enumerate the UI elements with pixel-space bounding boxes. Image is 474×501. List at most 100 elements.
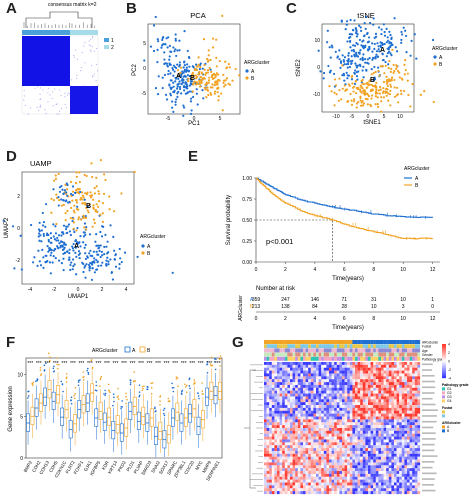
heatmap-cell <box>409 382 413 386</box>
annotation-cell <box>378 356 382 361</box>
heatmap-cell <box>264 459 267 463</box>
heatmap-cell <box>303 471 306 475</box>
heatmap-cell <box>318 468 322 472</box>
heatmap-cell <box>352 479 356 483</box>
heatmap-cell <box>336 430 340 434</box>
heatmap-cell <box>378 491 382 495</box>
heatmap-cell <box>373 402 376 406</box>
scatter-point <box>163 51 166 54</box>
pca-legend-b: B <box>251 76 255 82</box>
scatter-point <box>195 92 198 95</box>
scatter-point <box>375 88 378 91</box>
scatter-point <box>178 61 181 64</box>
heatmap-cell <box>360 430 363 434</box>
scatter-point <box>383 34 387 37</box>
heatmap-cell <box>360 476 363 480</box>
scatter-point <box>377 89 380 92</box>
heatmap-cell <box>401 410 405 414</box>
heatmap-cell <box>347 370 350 374</box>
heatmap-cell <box>336 456 340 460</box>
heatmap-cell <box>277 387 280 391</box>
heatmap-cell <box>388 399 392 403</box>
heatmap-cell <box>399 462 402 466</box>
heatmap-cell <box>279 382 283 386</box>
heatmap-cell <box>300 393 304 397</box>
heatmap-cell <box>323 482 327 486</box>
scatter-point <box>376 42 379 45</box>
heatmap-cell <box>349 362 353 365</box>
heatmap-cell <box>412 382 415 386</box>
heatmap-cell <box>375 373 379 377</box>
scatter-point <box>362 83 366 86</box>
heatmap-cell <box>318 419 322 423</box>
heatmap-cell <box>331 439 335 443</box>
heatmap-cell <box>308 428 311 431</box>
scatter-point <box>70 206 73 209</box>
consensus-cell <box>47 101 49 103</box>
annotation-cell <box>394 356 397 361</box>
heatmap-cell <box>290 379 293 383</box>
heatmap-cell <box>284 439 288 443</box>
heatmap-cell <box>368 425 371 429</box>
scatter-point <box>393 17 396 20</box>
heatmap-cell <box>381 473 384 477</box>
scatter-point <box>370 73 373 76</box>
heatmap-cell <box>407 488 410 492</box>
heatmap-cell <box>321 473 324 477</box>
heatmap-cell <box>370 396 374 400</box>
heatmap-cell <box>396 362 400 365</box>
heatmap-cell <box>414 396 418 400</box>
heatmap-cell <box>326 430 330 434</box>
scatter-point <box>50 241 53 244</box>
heatmap-cell <box>362 422 366 426</box>
heatmap-cell <box>308 471 311 475</box>
box-outlier <box>117 395 119 397</box>
heatmap-cell <box>378 436 382 440</box>
heatmap-cell <box>383 425 387 429</box>
scatter-point <box>202 38 206 41</box>
heatmap-cell <box>399 491 402 495</box>
heatmap-cell <box>383 465 387 469</box>
scatter-point <box>390 41 393 45</box>
heatmap-cell <box>383 367 387 371</box>
annotation-cell <box>308 352 311 357</box>
gene-label-mark <box>422 392 435 394</box>
heatmap-cell <box>370 448 374 452</box>
heatmap-cell <box>404 402 408 406</box>
heatmap-cell <box>336 459 340 463</box>
heatmap-cell <box>282 370 285 374</box>
heatmap-cell <box>274 384 278 388</box>
heatmap-cell <box>300 465 304 469</box>
heatmap-cell <box>386 482 389 486</box>
heatmap-cell <box>342 450 345 454</box>
heatmap-cell <box>349 402 353 406</box>
scatter-point <box>85 228 88 231</box>
heatmap-cell <box>360 433 363 437</box>
scatter-point <box>89 262 92 265</box>
heatmap-cell <box>310 405 314 409</box>
heatmap-cell <box>342 382 345 386</box>
heatmap-cell <box>316 402 319 406</box>
heatmap-cell <box>269 473 272 477</box>
box-outlier <box>99 385 101 387</box>
heatmap-cell <box>292 453 296 457</box>
heatmap-cell <box>303 396 306 400</box>
km-ytick: 0.75 <box>242 197 252 203</box>
heatmap-cell <box>352 450 356 454</box>
heatmap-cell <box>368 393 371 397</box>
scatter-point <box>330 44 333 47</box>
scatter-point <box>120 260 123 264</box>
heatmap-cell <box>331 436 335 440</box>
heatmap-cell <box>295 462 298 466</box>
heatmap-cell <box>308 448 311 452</box>
heatmap-cell <box>352 471 356 475</box>
heatmap-cell <box>391 362 395 365</box>
heatmap-cell <box>297 384 301 388</box>
heatmap-cell <box>339 476 343 480</box>
heatmap-cell <box>321 362 324 365</box>
heatmap-cell <box>336 379 340 383</box>
heatmap-cell <box>370 387 374 391</box>
heatmap-cell <box>316 485 319 489</box>
scatter-point <box>108 195 111 198</box>
heatmap-cell <box>355 485 358 489</box>
